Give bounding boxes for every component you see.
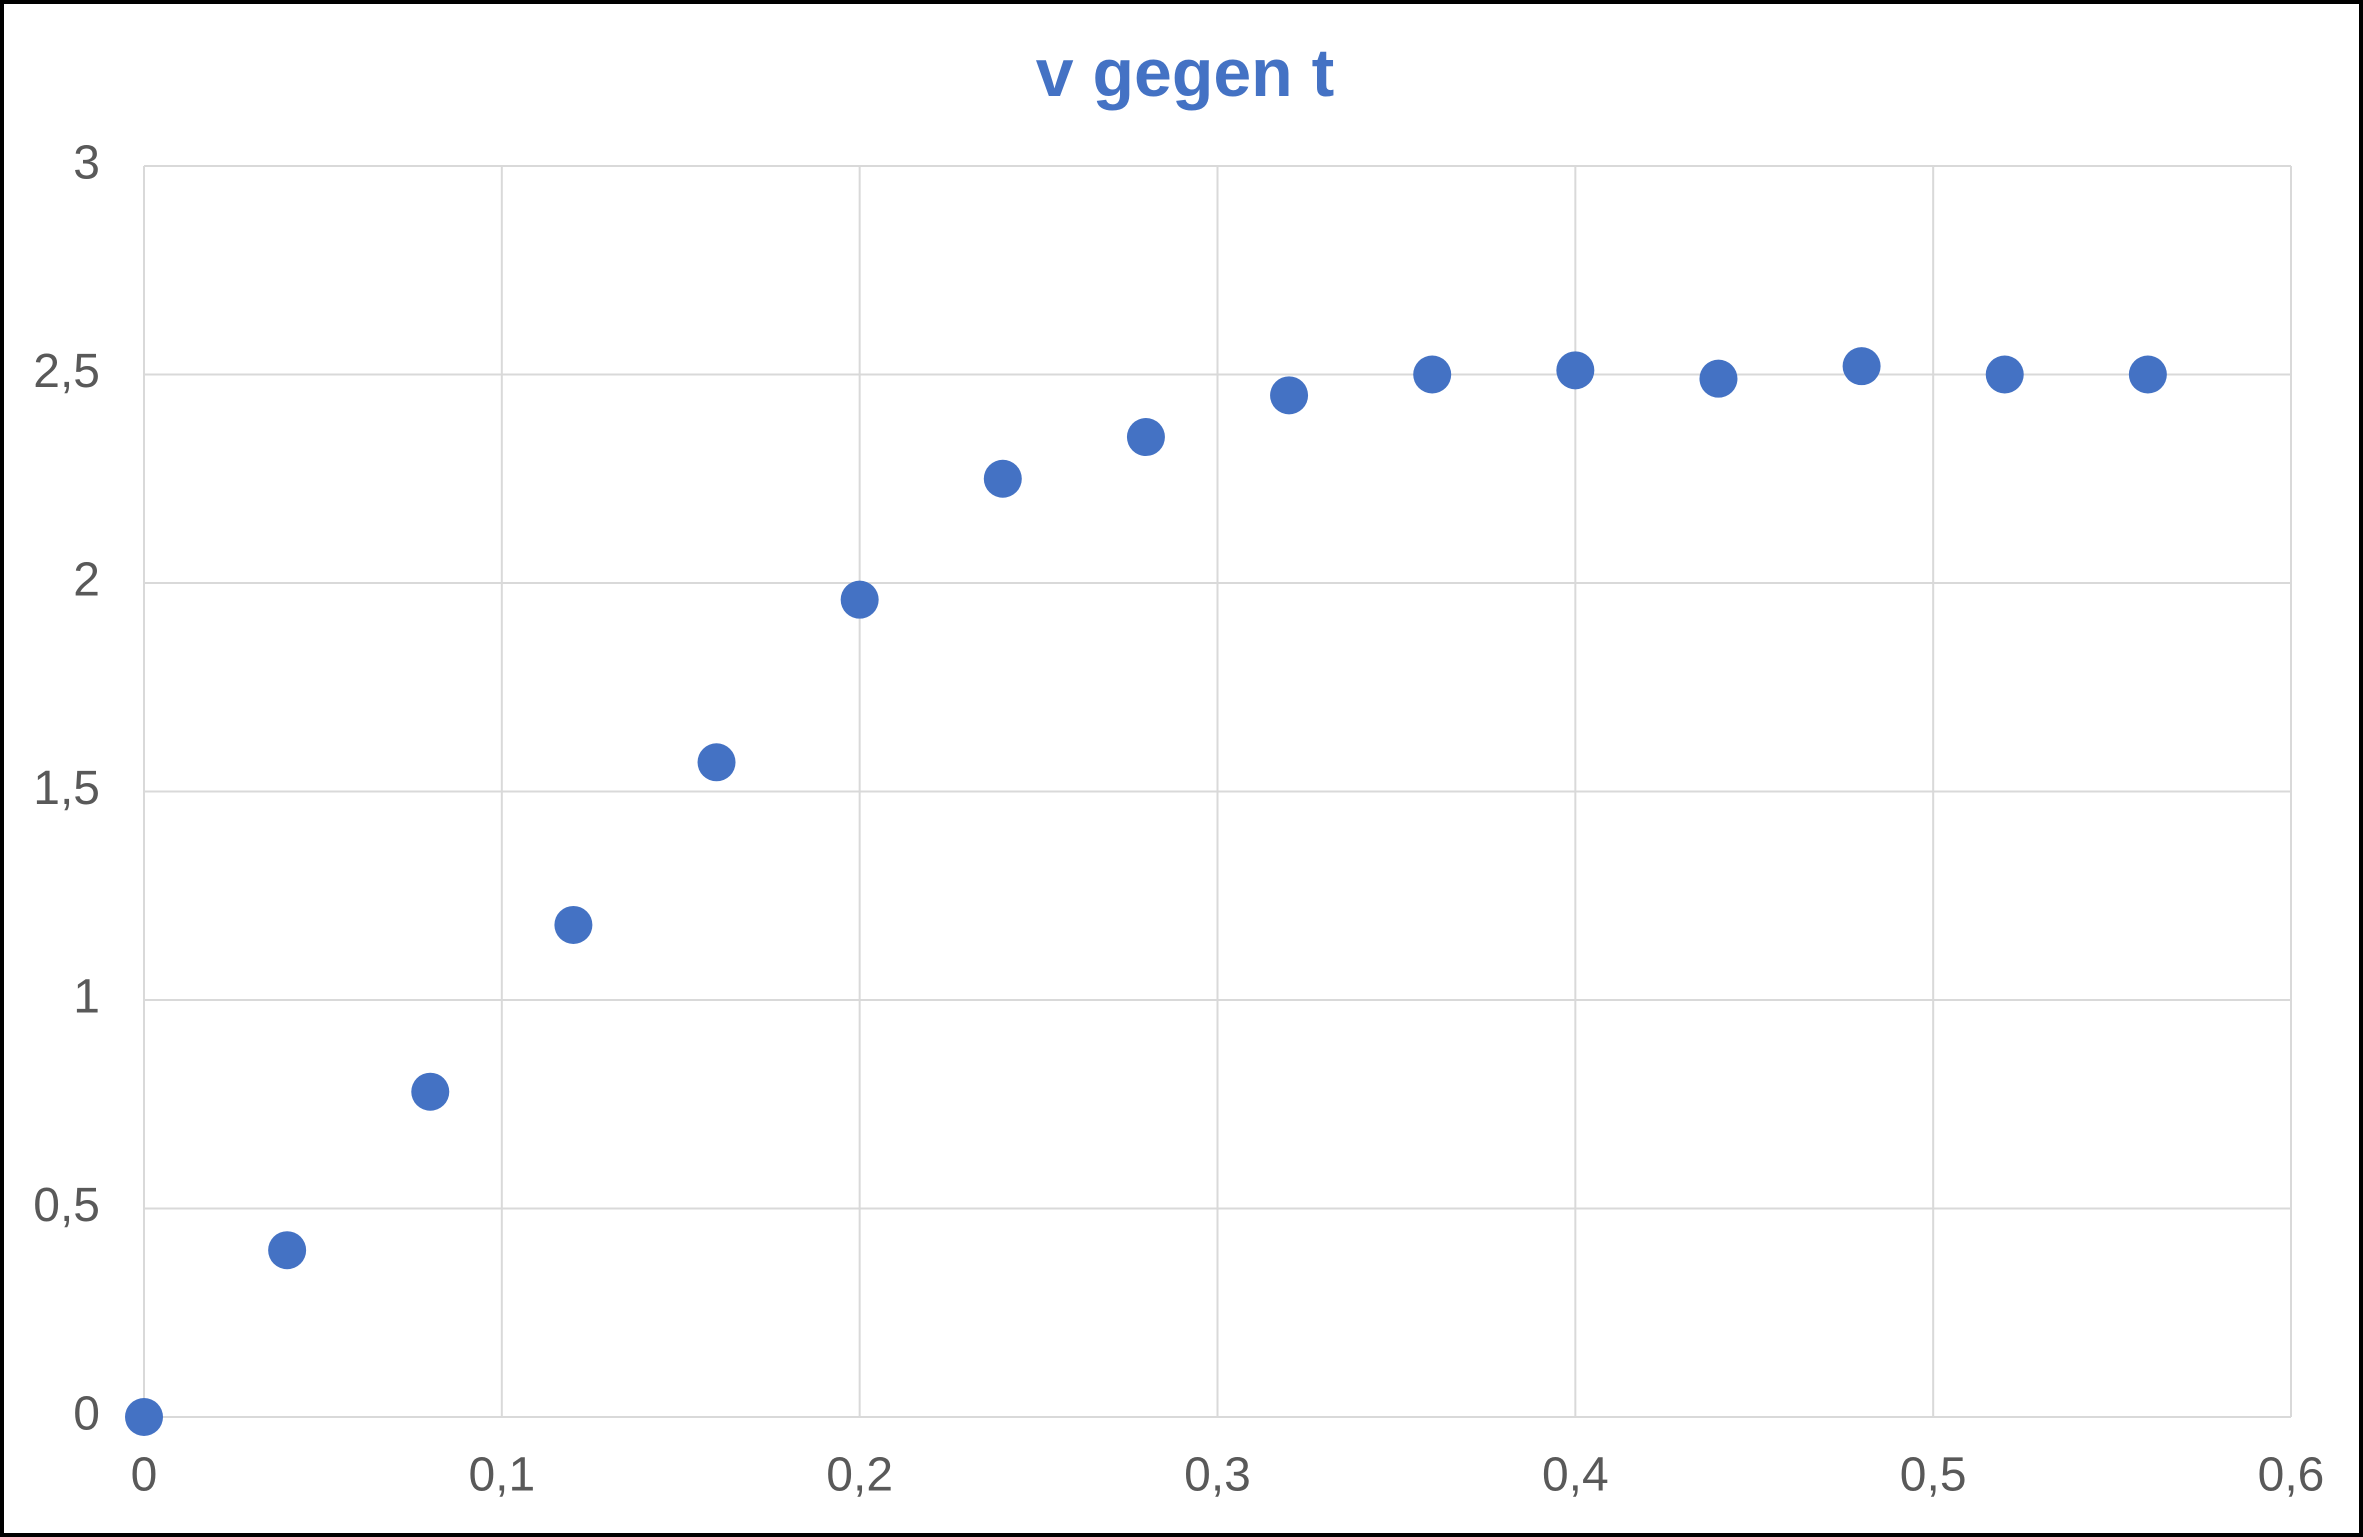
point [1842, 347, 1881, 386]
chart-title: v gegen t [1036, 35, 1335, 111]
x-tick-label: 0,2 [826, 1449, 893, 1502]
point [411, 1072, 450, 1111]
y-tick-label: 0 [73, 1388, 100, 1441]
point [840, 580, 879, 619]
point [1413, 355, 1452, 394]
point [268, 1231, 307, 1270]
point [1985, 355, 2024, 394]
y-tick-label: 3 [73, 137, 100, 190]
y-tick-label: 2 [73, 554, 100, 607]
point [1699, 359, 1738, 398]
point [1270, 376, 1309, 415]
point [697, 743, 736, 782]
y-tick-label: 1,5 [33, 762, 100, 815]
x-tick-label: 0,4 [1542, 1449, 1609, 1502]
point [1126, 418, 1165, 457]
x-tick-label: 0,3 [1184, 1449, 1251, 1502]
point [125, 1398, 163, 1436]
y-tick-label: 0,5 [33, 1179, 100, 1232]
y-tick-label: 1 [73, 971, 100, 1024]
y-tick-label: 2,5 [33, 345, 100, 398]
x-tick-label: 0,1 [468, 1449, 535, 1502]
point [983, 459, 1022, 498]
point [2128, 355, 2167, 394]
x-tick-label: 0,6 [2258, 1449, 2325, 1502]
point [554, 905, 593, 944]
x-tick-label: 0 [131, 1449, 158, 1502]
x-tick-label: 0,5 [1900, 1449, 1967, 1502]
point [1556, 351, 1595, 390]
